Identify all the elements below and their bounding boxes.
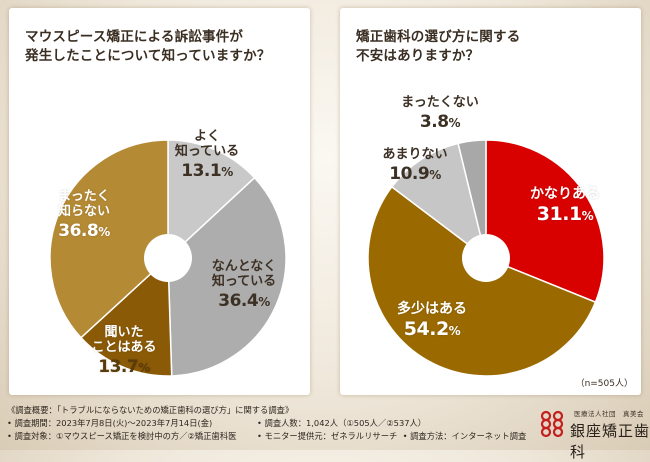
right-chart-title-line-1: 矯正歯科の選び方に関する — [356, 29, 521, 45]
left-pie-slice-2 — [167, 176, 287, 377]
left-slice-3-label-line-2: ことはある — [91, 339, 157, 355]
right-pie-slice-3 — [390, 142, 488, 260]
right-slice-2-value: 54.2 — [403, 318, 449, 341]
left-slice-label-3: 聞いた ことはある 13.7% — [79, 325, 169, 377]
left-slice-2-label-line-2: 知っている — [211, 273, 277, 289]
right-chart-card: 矯正歯科の選び方に関する 不安はありますか？ かなりある 31.1% 多少はある… — [340, 8, 641, 395]
left-slice-3-unit: % — [138, 360, 150, 375]
right-slice-1-unit: % — [581, 209, 594, 224]
right-slice-1-label: かなりある — [530, 186, 600, 202]
right-slice-3-value: 10.9 — [389, 163, 430, 184]
survey-overview: 《調査概要：「トラブルにならないための矯正歯科の選び方」に関する調査》 • 調査… — [7, 404, 527, 443]
right-chart-title-line-2: 不安はありますか？ — [356, 48, 480, 64]
right-pie-chart — [367, 139, 605, 377]
survey-overview-title: 《調査概要：「トラブルにならないための矯正歯科の選び方」に関する調査》 — [7, 405, 294, 415]
left-chart-title: マウスピース矯正による訴訟事件が 発生したことについて知っていますか？ — [25, 28, 295, 66]
left-slice-2-label-line-1: なんとなく — [211, 259, 277, 274]
right-slice-label-1: かなりある 31.1% — [520, 186, 610, 226]
left-pie-chart — [49, 139, 287, 377]
right-slice-label-2: 多少はある 54.2% — [382, 301, 482, 341]
right-chart-title: 矯正歯科の選び方に関する 不安はありますか？ — [356, 28, 626, 66]
left-slice-4-unit: % — [98, 224, 110, 239]
right-slice-4-unit: % — [448, 115, 461, 130]
left-slice-label-4: まったく 知らない 36.8% — [41, 189, 127, 241]
left-slice-4-label-line-2: 知らない — [57, 203, 110, 219]
right-pie-slice-4 — [457, 139, 487, 259]
right-pie-slice-1 — [485, 139, 605, 304]
left-slice-1-value: 13.1 — [181, 160, 222, 181]
left-chart-title-line-1: マウスピース矯正による訴訟事件が — [25, 29, 244, 45]
left-slice-label-1: よく 知っている 13.1% — [167, 129, 247, 181]
left-pie-center-hole — [144, 234, 192, 282]
left-slice-3-value: 13.7 — [98, 356, 139, 377]
right-slice-3-unit: % — [429, 167, 441, 182]
right-slice-label-3: あまりない 10.9% — [370, 147, 460, 184]
right-slice-label-4: まったくない 3.8% — [390, 95, 490, 132]
survey-period: • 調査期間：2023年7月8日(火)〜2023年7月14日(金) — [7, 418, 213, 428]
right-slice-4-label: まったくない — [401, 95, 479, 110]
clinic-logo: 医療法人社団 真美会 銀座矯正歯科 — [540, 406, 650, 461]
left-slice-label-2: なんとなく 知っている 36.4% — [199, 259, 289, 311]
right-slice-2-label: 多少はある — [397, 301, 467, 317]
survey-target: • 調査対象：①マウスピース矯正を検討中の方／②矯正歯科医 — [7, 431, 237, 441]
survey-respondents: • 調査人数：1,042人（①505人／②537人） — [257, 418, 427, 428]
survey-method: • 調査方法：インターネット調査 — [402, 431, 527, 441]
left-chart-title-line-2: 発生したことについて知っていますか？ — [25, 48, 271, 64]
clinic-brand-name: 銀座矯正歯科 — [570, 422, 650, 461]
left-slice-4-value: 36.8 — [58, 220, 99, 241]
left-slice-3-label-line-1: 聞いた — [104, 325, 144, 340]
clinic-corp-name: 医療法人社団 真美会 — [574, 410, 644, 418]
survey-provider: • モニター提供元：ゼネラルリサーチ — [257, 431, 398, 441]
clinic-logo-mark-icon — [540, 410, 564, 438]
left-slice-1-label-line-1: よく — [193, 129, 220, 144]
left-slice-2-value: 36.4 — [218, 290, 259, 311]
right-slice-2-unit: % — [448, 324, 461, 339]
left-slice-2-unit: % — [258, 294, 270, 309]
left-slice-1-label-line-2: 知っている — [174, 143, 240, 159]
sample-size-note: （n=505人） — [575, 379, 633, 389]
left-pie-slice-4 — [49, 139, 169, 339]
left-slice-4-label-line-1: まったく — [58, 189, 110, 204]
right-slice-1-value: 31.1 — [536, 203, 582, 226]
left-chart-card: マウスピース矯正による訴訟事件が 発生したことについて知っていますか？ よく 知… — [9, 8, 310, 395]
right-pie-center-hole — [462, 234, 510, 282]
left-pie-slice-1 — [167, 139, 256, 260]
left-slice-1-unit: % — [221, 164, 233, 179]
right-slice-3-label: あまりない — [382, 147, 448, 162]
left-pie-slice-3 — [79, 256, 173, 377]
right-slice-4-value: 3.8 — [419, 111, 449, 132]
